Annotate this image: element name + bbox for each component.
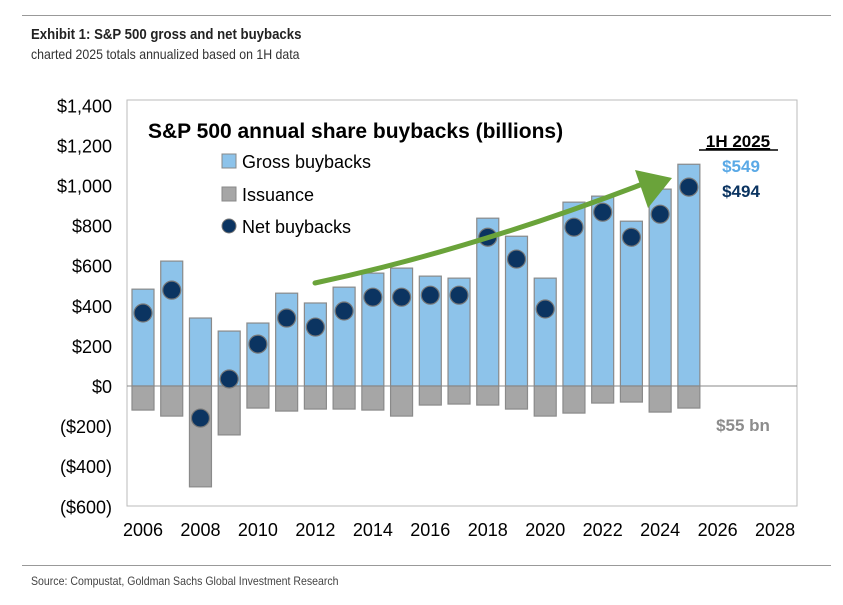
net-dot-2023	[621, 227, 642, 247]
net-dot-2011	[277, 308, 297, 328]
net-dot-2014	[363, 287, 383, 307]
issuance-bar-2014	[361, 385, 385, 411]
net-dot-2025	[679, 177, 699, 197]
x-tick-label: 2016	[410, 520, 450, 540]
gross-bar-2025	[677, 163, 701, 387]
issuance-bar-2013	[332, 385, 356, 410]
gross-bar-2020	[533, 277, 557, 387]
issuance-bar-2018	[476, 385, 500, 406]
x-tick-label: 2012	[295, 520, 335, 540]
gross-bar-2015	[389, 267, 414, 387]
x-tick-label: 2010	[238, 520, 278, 540]
issuance-bar-2008	[188, 385, 213, 488]
legend-label-1: Issuance	[242, 185, 314, 205]
source-note: Source: Compustat, Goldman Sachs Global …	[31, 574, 339, 588]
issuance-bar-2025	[677, 385, 701, 409]
issuance-bar-2010	[246, 385, 270, 409]
x-tick-label: 2008	[180, 520, 220, 540]
y-tick-label: $200	[72, 337, 112, 357]
y-tick-label: $1,000	[57, 177, 112, 197]
x-tick-label: 2014	[353, 520, 393, 540]
issuance-bar-2024	[648, 385, 672, 413]
plot-frame	[126, 99, 798, 507]
x-tick-label: 2020	[525, 520, 565, 540]
net-dot-2015	[391, 287, 412, 307]
issuance-bar-2011	[275, 385, 299, 412]
legend-gross-swatch	[221, 153, 237, 169]
net-dot-2024	[650, 204, 670, 224]
gross-bar-2011	[275, 292, 299, 387]
legend-net-marker	[221, 218, 237, 234]
net-dot-2010	[248, 334, 268, 354]
net-dot-2006	[133, 303, 153, 323]
gross-1h-value: $549	[722, 157, 760, 176]
net-dot-2013	[334, 301, 354, 321]
issuance-bar-2016	[418, 385, 442, 406]
issuance-bar-2019	[504, 385, 529, 410]
exhibit-subtitle: charted 2025 totals annualized based on …	[31, 46, 300, 62]
x-tick-label: 2006	[123, 520, 163, 540]
issuance-bar-2009	[217, 385, 241, 436]
trend-arrow-line	[312, 182, 643, 286]
issuance-bar-2007	[160, 385, 184, 417]
net-dot-2017	[449, 285, 469, 305]
x-tick-label: 2022	[583, 520, 623, 540]
gross-bar-2022	[591, 195, 615, 387]
top-rule	[22, 15, 831, 16]
y-tick-label: $800	[72, 217, 112, 237]
issuance-bar-2006	[131, 385, 155, 411]
issuance-1h-value: $55 bn	[716, 416, 770, 435]
x-tick-label: 2018	[468, 520, 508, 540]
net-dot-2008	[190, 408, 211, 428]
net-1h-value: $494	[722, 182, 760, 201]
x-tick-label: 2024	[640, 520, 680, 540]
net-dot-2019	[506, 249, 527, 269]
issuance-bar-2021	[562, 385, 586, 414]
net-dot-2022	[593, 202, 613, 222]
x-tick-label: 2028	[755, 520, 795, 540]
issuance-bar-2015	[389, 385, 414, 417]
net-dot-2007	[162, 280, 182, 300]
y-tick-label: ($200)	[60, 417, 112, 437]
period-label: 1H 2025	[706, 132, 770, 151]
y-tick-label: $1,200	[57, 136, 112, 156]
bottom-rule	[22, 565, 831, 566]
gross-bar-2010	[246, 322, 270, 387]
net-dot-2009	[219, 369, 239, 389]
issuance-bar-2022	[591, 385, 615, 404]
net-dot-2021	[564, 217, 584, 237]
net-dot-2020	[535, 299, 555, 319]
legend-issuance-swatch	[221, 186, 237, 202]
issuance-bar-2020	[533, 385, 557, 417]
legend-label-0: Gross buybacks	[242, 152, 371, 172]
y-tick-label: $0	[92, 377, 112, 397]
y-tick-label: $1,400	[57, 96, 112, 116]
gross-bar-2012	[303, 302, 327, 387]
x-tick-label: 2026	[698, 520, 738, 540]
legend-label-2: Net buybacks	[242, 217, 351, 237]
chart-title: S&P 500 annual share buybacks (billions)	[148, 120, 563, 143]
trend-arrow-head	[635, 170, 672, 208]
y-tick-label: ($400)	[60, 457, 112, 477]
gross-bar-2007	[160, 260, 184, 387]
net-dot-2016	[420, 285, 440, 305]
exhibit-title: Exhibit 1: S&P 500 gross and net buyback…	[31, 26, 302, 43]
issuance-bar-2017	[447, 385, 471, 405]
y-tick-label: ($600)	[60, 497, 112, 517]
net-dot-2012	[305, 317, 325, 337]
y-tick-label: $600	[72, 257, 112, 277]
y-tick-label: $400	[72, 297, 112, 317]
issuance-bar-2012	[303, 385, 327, 410]
issuance-bar-2023	[619, 385, 644, 403]
gross-bar-2008	[188, 317, 213, 387]
